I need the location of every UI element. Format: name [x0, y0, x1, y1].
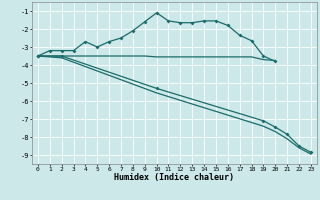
X-axis label: Humidex (Indice chaleur): Humidex (Indice chaleur): [115, 173, 234, 182]
